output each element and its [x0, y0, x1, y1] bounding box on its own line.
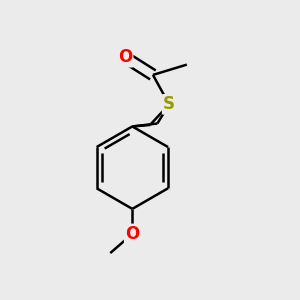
Text: O: O	[118, 48, 132, 66]
Text: S: S	[163, 95, 175, 113]
Text: O: O	[125, 225, 140, 243]
